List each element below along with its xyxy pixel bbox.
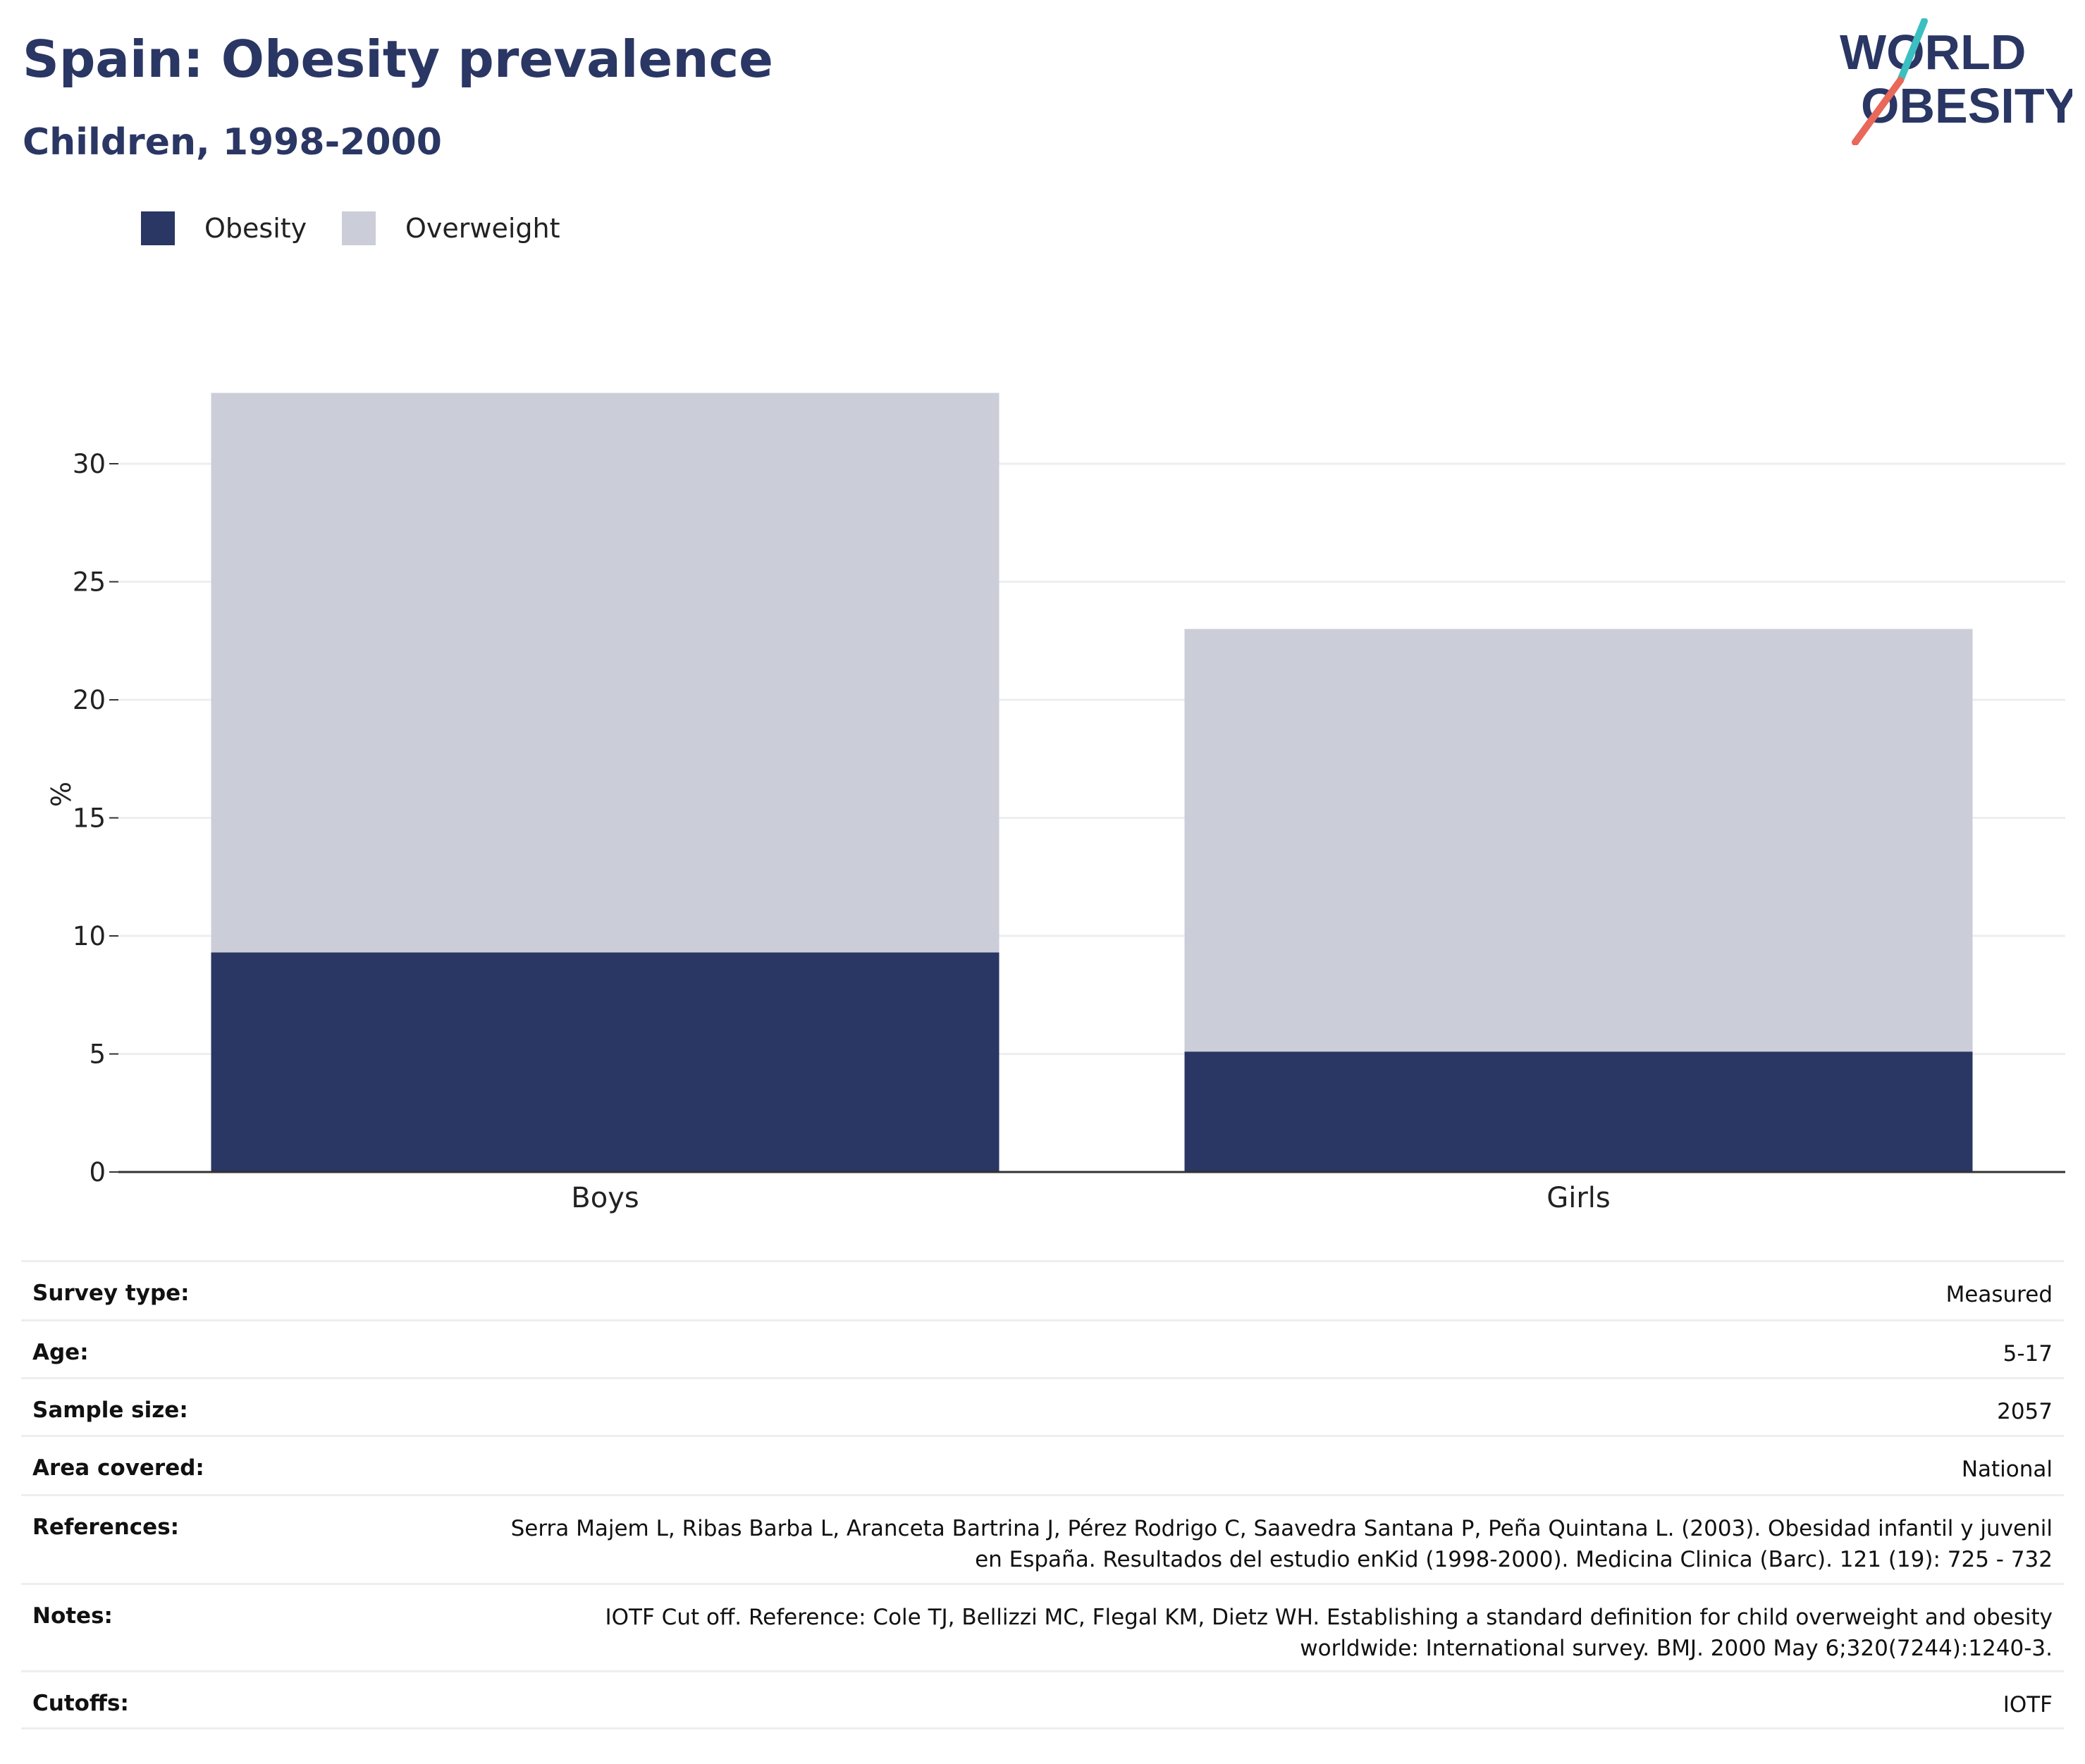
meta-key: Area covered:	[32, 1455, 204, 1481]
legend-label-overweight: Overweight	[405, 213, 560, 244]
meta-key: Cutoffs:	[32, 1691, 129, 1716]
y-tick-label-20: 20	[73, 685, 106, 715]
meta-value: 5-17	[2003, 1341, 2053, 1367]
world-obesity-logo: WORLD OBESITY	[1840, 18, 2072, 145]
y-tick-label-5: 5	[89, 1040, 106, 1070]
logo-slash-bottom	[1852, 77, 1904, 145]
meta-row: Area covered: National	[21, 1435, 2064, 1494]
x-tick-label-boys: Boys	[571, 1182, 639, 1214]
bar-boys-overweight	[211, 393, 1000, 953]
meta-value: National	[1961, 1457, 2053, 1482]
meta-row: Survey type: Measured	[21, 1260, 2064, 1319]
meta-row: References: Serra Majem L, Ribas Barba L,…	[21, 1494, 2064, 1583]
meta-value: IOTF	[2003, 1692, 2053, 1717]
y-tick-label-10: 10	[73, 921, 106, 951]
legend-swatch-overweight	[342, 211, 376, 245]
meta-row: Age: 5-17	[21, 1319, 2064, 1377]
meta-value: Serra Majem L, Ribas Barba L, Aranceta B…	[510, 1516, 2053, 1572]
meta-row: Cutoffs: IOTF	[21, 1670, 2064, 1729]
legend-swatch-obesity	[141, 211, 175, 245]
logo-slash-top	[1897, 18, 1928, 84]
meta-value: IOTF Cut off. Reference: Cole TJ, Belliz…	[605, 1605, 2053, 1661]
y-tick-label-30: 30	[73, 449, 106, 479]
x-tick-label-girls: Girls	[1546, 1182, 1611, 1214]
bar-girls-overweight	[1184, 629, 1973, 1052]
meta-value: 2057	[1997, 1399, 2053, 1424]
meta-key: Age:	[32, 1340, 89, 1365]
bar-girls-obesity	[1184, 1051, 1973, 1172]
legend-label-obesity: Obesity	[204, 213, 307, 244]
meta-key: Survey type:	[32, 1281, 190, 1306]
logo-word-world: WORLD	[1840, 25, 2026, 80]
chart-title: Spain: Obesity prevalence	[23, 30, 773, 89]
y-tick-label-25: 25	[73, 567, 106, 598]
meta-row: Notes: IOTF Cut off. Reference: Cole TJ, …	[21, 1583, 2064, 1670]
meta-key: Sample size:	[32, 1398, 188, 1423]
survey-metadata-table: Survey type: Measured Age: 5-17 Sample size:…	[21, 1260, 2064, 1729]
legend-item-obesity[interactable]: Obesity	[141, 209, 307, 248]
bar-boys-obesity	[211, 952, 1000, 1172]
y-axis-label: %	[44, 782, 75, 807]
y-tick-label-15: 15	[73, 803, 106, 834]
meta-row: Sample size: 2057	[21, 1377, 2064, 1435]
legend-item-overweight[interactable]: Overweight	[342, 209, 560, 248]
y-tick-label-0: 0	[89, 1157, 106, 1188]
meta-key: References:	[32, 1515, 180, 1540]
bar-chart: 0 5 10 15 20 25 30% Boys Girls	[44, 393, 2065, 1214]
meta-key: Notes:	[32, 1603, 113, 1629]
chart-subtitle: Children, 1998-2000	[23, 121, 442, 164]
meta-value: Measured	[1945, 1282, 2053, 1307]
